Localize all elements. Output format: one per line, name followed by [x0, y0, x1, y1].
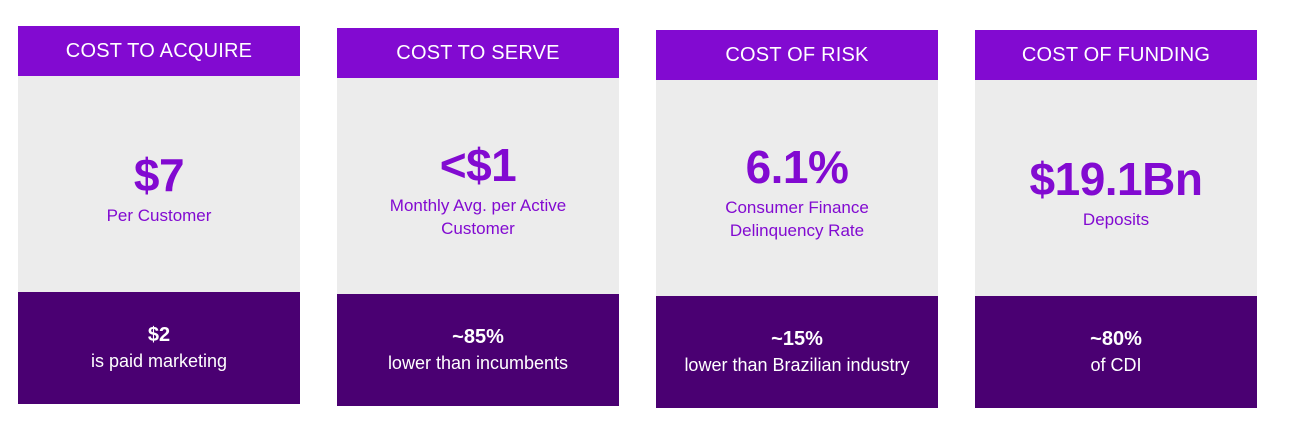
- card-footer: $2 is paid marketing: [18, 292, 300, 404]
- metric-label: Per Customer: [106, 205, 212, 225]
- metric-label: Monthly Avg. per Active Customer: [389, 196, 567, 238]
- card-body: 6.1% Consumer Finance Delinquency Rate: [656, 80, 938, 296]
- card-header: COST OF FUNDING: [975, 30, 1257, 80]
- card-header: COST OF RISK: [656, 30, 938, 80]
- card-footer: ~15% lower than Brazilian industry: [656, 296, 938, 408]
- card-cost-of-risk: COST OF RISK 6.1% Consumer Finance Delin…: [656, 30, 938, 408]
- footer-value: ~80%: [1090, 328, 1142, 350]
- card-header: COST TO SERVE: [337, 28, 619, 78]
- metric-label: Deposits: [1082, 209, 1150, 229]
- card-body: <$1 Monthly Avg. per Active Customer: [337, 78, 619, 294]
- metric-label: Consumer Finance Delinquency Rate: [725, 198, 869, 240]
- footer-label: of CDI: [1090, 355, 1142, 375]
- metric-value: $7: [133, 148, 185, 201]
- footer-label: is paid marketing: [90, 351, 228, 371]
- footer-label: lower than incumbents: [387, 353, 569, 373]
- card-body: $19.1Bn Deposits: [975, 80, 1257, 296]
- card-footer: ~85% lower than incumbents: [337, 294, 619, 406]
- footer-value: ~85%: [452, 326, 504, 348]
- card-cost-to-serve: COST TO SERVE <$1 Monthly Avg. per Activ…: [337, 28, 619, 406]
- metric-value: <$1: [439, 139, 517, 191]
- footer-value: ~15%: [771, 328, 823, 350]
- card-body: $7 Per Customer: [18, 76, 300, 292]
- card-cost-to-acquire: COST TO ACQUIRE $7 Per Customer $2 is pa…: [18, 26, 300, 404]
- card-footer: ~80% of CDI: [975, 296, 1257, 408]
- metric-value: $19.1Bn: [1029, 152, 1203, 205]
- footer-value: $2: [147, 324, 171, 346]
- metric-value: 6.1%: [745, 141, 849, 193]
- footer-label: lower than Brazilian industry: [684, 355, 910, 375]
- card-cost-of-funding: COST OF FUNDING $19.1Bn Deposits ~80% of…: [975, 30, 1257, 408]
- card-header: COST TO ACQUIRE: [18, 26, 300, 76]
